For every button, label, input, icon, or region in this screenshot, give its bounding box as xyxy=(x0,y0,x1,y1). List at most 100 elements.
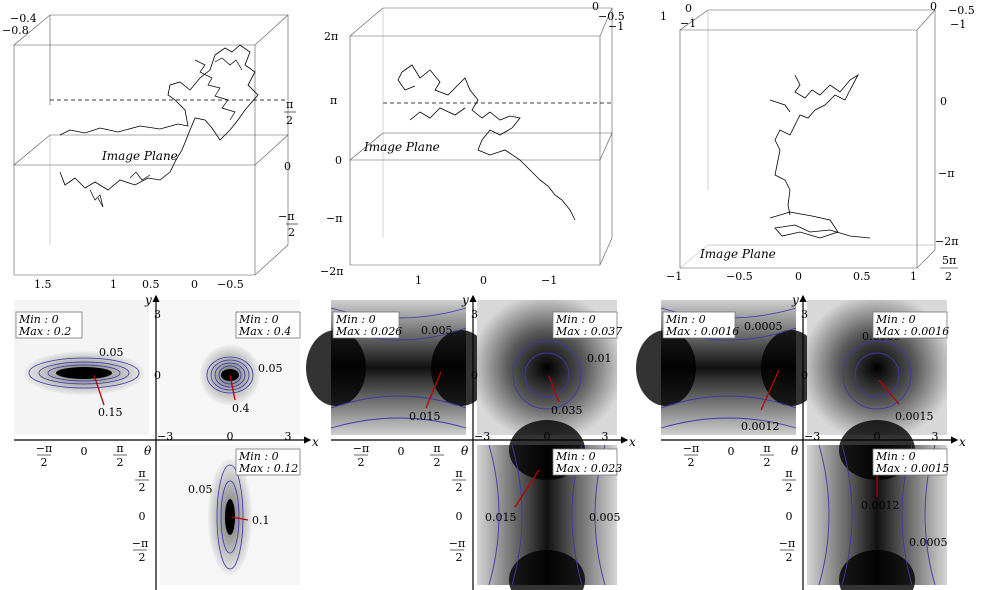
tick: −1 xyxy=(666,270,682,283)
tick: 2 xyxy=(786,481,793,494)
tick: 2π xyxy=(324,30,338,43)
tick: 3 xyxy=(932,430,939,443)
tick: −π xyxy=(132,537,148,550)
theta-axis-label: θ xyxy=(791,444,799,458)
density-core xyxy=(225,499,235,535)
panel-a-cube-ticks: 1.5 1 0.5 0 −0.5 −0.4 −0.8 π 2 0 −π 2 xyxy=(2,12,298,291)
contour-line xyxy=(854,352,900,398)
contour-pointer xyxy=(229,374,236,401)
tick: 0 xyxy=(801,369,808,382)
theta-axis-label: θ xyxy=(461,444,469,458)
panel-c-cube-ticks: 0 −π −2π 5π 2 −1 −0.5 0 0.5 1 1 0 −1 0 −… xyxy=(660,0,975,283)
contour-line xyxy=(47,364,121,382)
min-label: Min : 0 xyxy=(238,450,279,463)
tick: 2 xyxy=(764,456,771,469)
tick: −1 xyxy=(608,20,624,33)
tick: 0 xyxy=(81,445,88,458)
contour-label: 0.4 xyxy=(232,402,250,415)
contour-pointer xyxy=(760,369,780,411)
tick: 3 xyxy=(602,430,609,443)
contour-pointer xyxy=(878,379,900,405)
tick: −2π xyxy=(320,265,343,278)
tick: 2 xyxy=(456,481,463,494)
contour-line xyxy=(511,444,523,586)
tick: 0 xyxy=(398,445,405,458)
min-label: Min : 0 xyxy=(238,313,279,326)
density-lobe xyxy=(509,550,585,590)
contour-label: 0.005 xyxy=(589,511,621,524)
image-plane-label: Image Plane xyxy=(101,149,178,163)
max-label: Max : 0.0016 xyxy=(665,325,739,338)
tick: −π xyxy=(278,210,294,223)
tick: 2 xyxy=(358,456,365,469)
panel-b-cube: Image Plane 2π π 0 −π −2π 1 0 −1 0 −0.5 … xyxy=(320,0,625,287)
contour-line xyxy=(842,340,912,410)
tick: 0 xyxy=(456,510,463,523)
tick: 0.5 xyxy=(142,278,160,291)
x-axis-label: x xyxy=(312,435,319,449)
contour-line xyxy=(38,361,130,385)
tick: π xyxy=(286,98,293,111)
min-label: Min : 0 xyxy=(555,313,596,326)
tick: 2 xyxy=(434,456,441,469)
tick: 2 xyxy=(456,551,463,564)
contour-line xyxy=(818,444,830,586)
tick: −0.8 xyxy=(2,24,29,37)
tick: −π xyxy=(779,537,795,550)
min-label: Min : 0 xyxy=(875,450,916,463)
tick: 2 xyxy=(945,270,952,283)
tick: −3 xyxy=(157,430,173,443)
contour-line xyxy=(841,444,853,586)
tick: −π xyxy=(326,212,342,225)
tick: 1 xyxy=(660,10,667,23)
tick: 0 xyxy=(335,154,342,167)
contour-label: 0.035 xyxy=(551,404,583,417)
min-label: Min : 0 xyxy=(335,313,376,326)
tick: 0 xyxy=(139,510,146,523)
tick: 0 xyxy=(544,430,551,443)
tick: 2 xyxy=(288,226,295,239)
tick: −0.5 xyxy=(726,270,753,283)
tick: −0.5 xyxy=(598,10,625,23)
tick: π xyxy=(330,94,337,107)
tick: −1 xyxy=(680,17,696,30)
tick: 0 xyxy=(284,160,291,173)
contour-pointer xyxy=(425,371,442,409)
tick: π xyxy=(455,467,462,480)
tick: 2 xyxy=(139,481,146,494)
tick: 0 xyxy=(930,0,937,13)
theta-axis-label: θ xyxy=(144,444,152,458)
tick: 1 xyxy=(415,274,422,287)
tick: 2 xyxy=(41,456,48,469)
min-max-box xyxy=(552,448,618,476)
tick: 0 xyxy=(786,510,793,523)
tick: 3 xyxy=(471,308,478,321)
tick: 2 xyxy=(688,456,695,469)
tick: −1 xyxy=(950,18,966,31)
tick: 0.5 xyxy=(853,270,871,283)
tick: 0 xyxy=(471,369,478,382)
tick: −3 xyxy=(804,430,820,443)
tick: 2 xyxy=(117,456,124,469)
min-label: Min : 0 xyxy=(555,450,596,463)
tick: −2π xyxy=(935,235,958,248)
density-core xyxy=(56,367,112,379)
tick: 0 xyxy=(227,430,234,443)
random-walk-path xyxy=(769,73,871,239)
contour-pointer xyxy=(548,375,560,403)
tick: −1 xyxy=(541,274,557,287)
contour-pointer xyxy=(231,516,249,521)
contour-label: 0.1 xyxy=(252,514,270,527)
contour-label: 0.05 xyxy=(188,483,213,496)
image-plane-label: Image Plane xyxy=(699,247,776,261)
contour-label: 0.015 xyxy=(485,511,517,524)
tick: 2 xyxy=(786,551,793,564)
contour-label: 0.005 xyxy=(421,324,453,337)
tick: −0.5 xyxy=(948,4,975,17)
contour-line xyxy=(206,356,254,394)
tick: 2 xyxy=(139,551,146,564)
max-label: Max : 0.12 xyxy=(238,462,298,475)
random-walk-path xyxy=(59,44,259,191)
y-axis-label: y xyxy=(144,293,152,307)
